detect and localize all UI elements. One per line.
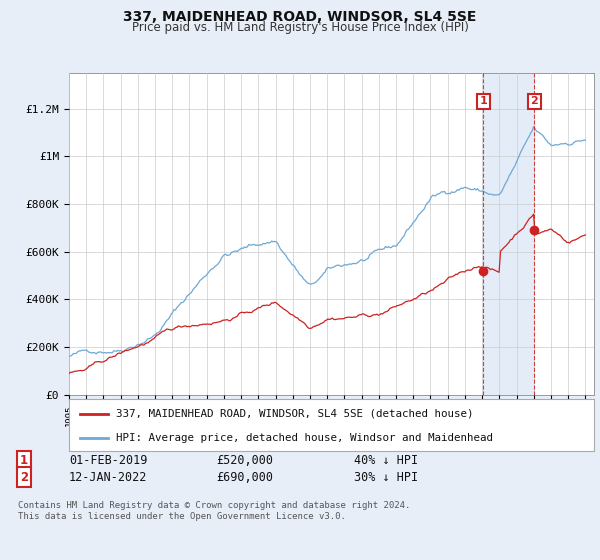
Text: 337, MAIDENHEAD ROAD, WINDSOR, SL4 5SE (detached house): 337, MAIDENHEAD ROAD, WINDSOR, SL4 5SE (…: [116, 409, 474, 419]
Text: 01-FEB-2019: 01-FEB-2019: [69, 454, 148, 467]
Text: 2: 2: [530, 96, 538, 106]
Text: 40% ↓ HPI: 40% ↓ HPI: [354, 454, 418, 467]
Text: 1: 1: [20, 454, 28, 467]
Text: 2: 2: [20, 470, 28, 484]
Text: 30% ↓ HPI: 30% ↓ HPI: [354, 470, 418, 484]
Text: 1: 1: [479, 96, 487, 106]
Text: £520,000: £520,000: [216, 454, 273, 467]
Text: 337, MAIDENHEAD ROAD, WINDSOR, SL4 5SE: 337, MAIDENHEAD ROAD, WINDSOR, SL4 5SE: [124, 10, 476, 24]
Text: £690,000: £690,000: [216, 470, 273, 484]
Text: Contains HM Land Registry data © Crown copyright and database right 2024.
This d: Contains HM Land Registry data © Crown c…: [18, 501, 410, 521]
Text: 12-JAN-2022: 12-JAN-2022: [69, 470, 148, 484]
Text: Price paid vs. HM Land Registry's House Price Index (HPI): Price paid vs. HM Land Registry's House …: [131, 21, 469, 34]
Bar: [484, 73, 535, 395]
Text: HPI: Average price, detached house, Windsor and Maidenhead: HPI: Average price, detached house, Wind…: [116, 433, 493, 443]
